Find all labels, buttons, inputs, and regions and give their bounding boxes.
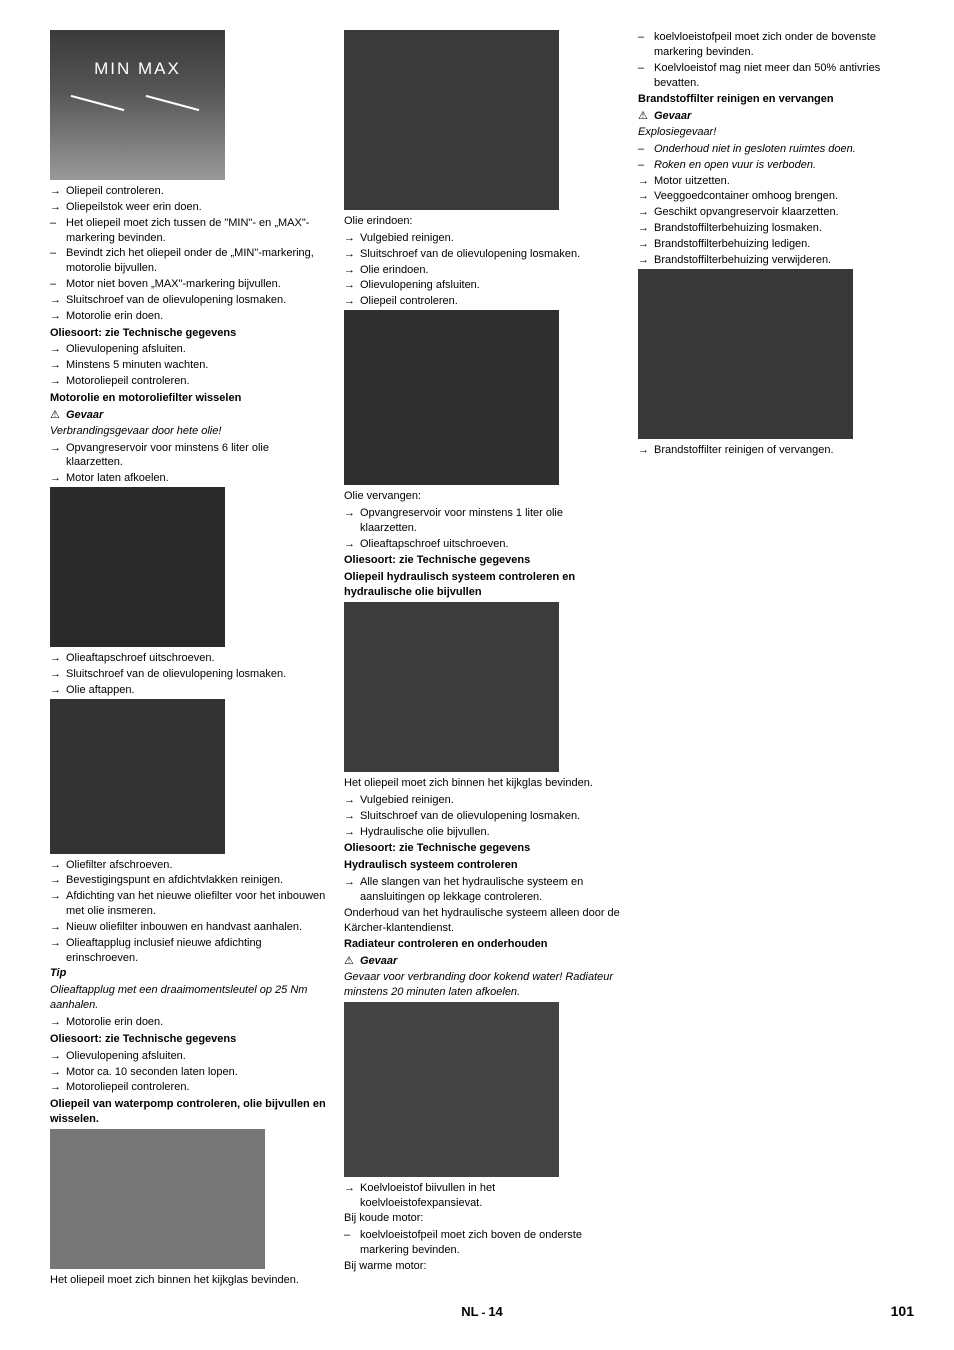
item: Olievulopening afsluiten.: [66, 342, 326, 357]
warn-text: Explosiegevaar!: [638, 125, 914, 140]
item: Brandstoffilterbehuizing ledigen.: [654, 237, 914, 252]
item: Sluitschroef van de olievulopening losma…: [360, 247, 620, 262]
item: Olieaftapschroef uitschroeven.: [66, 651, 326, 666]
fig-engine1: [50, 487, 326, 647]
item: Geschikt opvangreservoir klaarzetten.: [654, 205, 914, 220]
heading: Oliepeil hydraulisch systeem controleren…: [344, 570, 620, 600]
fig-underside: [50, 1129, 326, 1269]
item: Motor laten afkoelen.: [66, 471, 326, 486]
heading: Oliesoort: zie Technische gegevens: [50, 1032, 326, 1047]
item: Oliepeil controleren.: [360, 294, 620, 309]
item: Veeggoedcontainer omhoog brengen.: [654, 189, 914, 204]
para: Bij warme motor:: [344, 1259, 620, 1274]
item: Motorolie erin doen.: [66, 1015, 326, 1030]
item: Brandstoffilterbehuizing verwijderen.: [654, 253, 914, 268]
item: Opvangreservoir voor minstens 1 liter ol…: [360, 506, 620, 536]
fig-minmax: MIN MAX: [50, 30, 326, 180]
para: Olie vervangen:: [344, 489, 620, 504]
tip-text: Olieaftapplug met een draaimomentsleutel…: [50, 983, 326, 1013]
page-number: 101: [854, 1302, 914, 1321]
item: Bevindt zich het oliepeil onder de „MIN"…: [66, 246, 326, 276]
minmax-text: MIN MAX: [50, 58, 225, 81]
para: Olie erindoen:: [344, 214, 620, 229]
item: Motor uitzetten.: [654, 174, 914, 189]
para: Onderhoud van het hydraulische systeem a…: [344, 906, 620, 936]
item: Afdichting van het nieuwe oliefilter voo…: [66, 889, 326, 919]
fig-radiator: [344, 1002, 620, 1177]
fig-pump: [344, 30, 620, 210]
item: Koelvloeistof mag niet meer dan 50% anti…: [654, 61, 914, 91]
item: koelvloeistofpeil moet zich onder de bov…: [654, 30, 914, 60]
tip-label: Tip: [50, 966, 326, 981]
para: Het oliepeil moet zich binnen het kijkgl…: [344, 776, 620, 791]
heading: Oliesoort: zie Technische gegevens: [50, 326, 326, 341]
item: Oliefilter afschroeven.: [66, 858, 326, 873]
fig-hydraulic: [344, 602, 620, 772]
heading: Brandstoffilter reinigen en vervangen: [638, 92, 914, 107]
item: Vulgebied reinigen.: [360, 793, 620, 808]
warn-text: Gevaar voor verbranding door kokend wate…: [344, 970, 620, 1000]
item: Opvangreservoir voor minstens 6 liter ol…: [66, 441, 326, 471]
warn-label: Gevaar: [654, 109, 914, 124]
item: Olie erindoen.: [360, 263, 620, 278]
item: Oliepeil controleren.: [66, 184, 326, 199]
item: Olie aftappen.: [66, 683, 326, 698]
item: Olievulopening afsluiten.: [360, 278, 620, 293]
warn-text: Verbrandingsgevaar door hete olie!: [50, 424, 326, 439]
warn-label: Gevaar: [66, 408, 326, 423]
item: Olievulopening afsluiten.: [66, 1049, 326, 1064]
para: Bij koude motor:: [344, 1211, 620, 1226]
item: Olieaftapplug inclusief nieuwe afdichtin…: [66, 936, 326, 966]
lang-code: NL: [461, 1304, 478, 1319]
item: Oliepeilstok weer erin doen.: [66, 200, 326, 215]
item: Motoroliepeil controleren.: [66, 374, 326, 389]
heading: Oliesoort: zie Technische gegevens: [344, 553, 620, 568]
sep: -: [482, 1307, 486, 1319]
item: Bevestigingspunt en afdichtvlakken reini…: [66, 873, 326, 888]
item: Koelvloeistof biivullen in het koelvloei…: [360, 1181, 620, 1211]
footer: NL - 14 101: [50, 1302, 914, 1321]
item: Motorolie erin doen.: [66, 309, 326, 324]
heading: Oliepeil van waterpomp controleren, olie…: [50, 1097, 326, 1127]
heading: Hydraulisch systeem controleren: [344, 858, 620, 873]
fig-fuelfilter: [638, 269, 914, 439]
heading: Oliesoort: zie Technische gegevens: [344, 841, 620, 856]
item: Minstens 5 minuten wachten.: [66, 358, 326, 373]
item: Onderhoud niet in gesloten ruimtes doen.: [654, 142, 914, 157]
item: Sluitschroef van de olievulopening losma…: [66, 667, 326, 682]
heading: Motorolie en motoroliefilter wisselen: [50, 391, 326, 406]
inner-page: 14: [488, 1304, 502, 1319]
item: Het oliepeil moet zich tussen de "MIN"- …: [66, 216, 326, 246]
item: Roken en open vuur is verboden.: [654, 158, 914, 173]
item: Vulgebied reinigen.: [360, 231, 620, 246]
fig-engine2: [50, 699, 326, 854]
heading: Radiateur controleren en onderhouden: [344, 937, 620, 952]
item: Brandstoffilter reinigen of vervangen.: [654, 443, 914, 458]
item: Brandstoffilterbehuizing losmaken.: [654, 221, 914, 236]
item: Motor niet boven „MAX"-markering bijvull…: [66, 277, 326, 292]
item: Sluitschroef van de olievulopening losma…: [360, 809, 620, 824]
warn-label: Gevaar: [360, 954, 620, 969]
fig-oil: [344, 310, 620, 485]
columns: MIN MAX Oliepeil controleren. Oliepeilst…: [50, 30, 914, 1290]
item: Hydraulische olie bijvullen.: [360, 825, 620, 840]
item: koelvloeistofpeil moet zich boven de ond…: [360, 1228, 620, 1258]
item: Motoroliepeil controleren.: [66, 1080, 326, 1095]
item: Motor ca. 10 seconden laten lopen.: [66, 1065, 326, 1080]
item: Nieuw oliefilter inbouwen en handvast aa…: [66, 920, 326, 935]
item: Sluitschroef van de olievulopening losma…: [66, 293, 326, 308]
item: Alle slangen van het hydraulische systee…: [360, 875, 620, 905]
para: Het oliepeil moet zich binnen het kijkgl…: [50, 1273, 326, 1288]
item: Olieaftapschroef uitschroeven.: [360, 537, 620, 552]
